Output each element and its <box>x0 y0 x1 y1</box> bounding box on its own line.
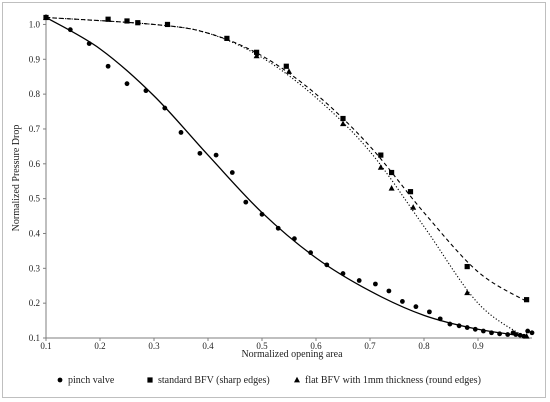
data-point-triangle <box>388 184 395 191</box>
data-point-circle <box>489 330 494 336</box>
data-point-circle <box>447 321 453 327</box>
legend-label: standard BFV (sharp edges) <box>158 375 270 386</box>
data-point-circle <box>292 236 297 242</box>
data-point-square <box>124 18 130 24</box>
data-point-circle <box>400 299 405 304</box>
data-point-triangle <box>340 120 346 127</box>
y-tick-label: 0.3 <box>29 263 41 273</box>
y-tick-labels: 0.1 0.2 0.3 0.4 0.5 0.6 0.7 0.8 0.9 1.0 <box>29 19 46 343</box>
y-tick-label: 0.8 <box>29 89 41 99</box>
data-point-circle <box>427 309 432 315</box>
trend-line-triangle <box>45 16 527 339</box>
data-point-square <box>254 49 260 55</box>
x-tick-label: 0.2 <box>94 341 105 351</box>
data-point-triangle <box>43 14 49 20</box>
y-tick-label: 0.6 <box>29 159 41 169</box>
y-tick-label: 1.0 <box>29 19 41 29</box>
data-point-triangle <box>464 289 471 296</box>
x-tick-label: 0.6 <box>310 341 322 351</box>
legend-marker-triangle <box>294 376 300 383</box>
data-point-square <box>378 152 384 158</box>
data-point-circle <box>86 41 92 47</box>
data-point-circle <box>497 331 502 337</box>
data-point-circle <box>529 330 535 336</box>
data-point-circle <box>308 250 313 256</box>
y-tick-label: 0.9 <box>29 54 41 64</box>
data-point-circle <box>275 225 281 231</box>
x-tick-label: 0.7 <box>364 341 376 351</box>
data-point-square <box>407 189 414 195</box>
data-point-circle <box>456 323 462 329</box>
trend-line-square <box>45 16 527 302</box>
data-point-square <box>164 21 171 28</box>
legend-label: pinch valve <box>68 375 115 386</box>
legend-label: flat BFV with 1mm thickness (round edges… <box>305 375 481 386</box>
data-point-circle <box>517 332 523 338</box>
y-tick-label: 0.4 <box>29 228 41 238</box>
y-tick-label: 0.5 <box>29 194 41 204</box>
data-point-square <box>135 20 141 26</box>
data-point-square <box>283 63 289 69</box>
x-tick-label: 0.9 <box>472 341 484 351</box>
data-point-circle <box>437 316 443 322</box>
x-tick-label: 0.5 <box>256 341 268 351</box>
data-markers <box>43 14 535 339</box>
data-point-triangle <box>253 52 260 59</box>
x-tick-label: 0.3 <box>148 341 160 351</box>
x-axis-title: Normalized opening area <box>241 349 343 360</box>
data-point-circle <box>481 328 486 334</box>
x-tick-label: 0.1 <box>40 341 51 351</box>
legend-marker-circle <box>57 377 63 383</box>
data-point-circle <box>143 88 149 94</box>
x-tick-label: 0.4 <box>202 341 214 351</box>
data-point-circle <box>243 199 249 205</box>
data-point-circle <box>525 328 531 334</box>
x-tick-labels: 0.1 0.2 0.3 0.4 0.5 0.6 0.7 0.8 0.9 <box>40 338 484 351</box>
data-point-square <box>389 169 395 176</box>
data-point-circle <box>259 211 265 217</box>
data-point-triangle <box>377 164 384 170</box>
data-point-circle <box>413 304 419 310</box>
data-point-circle <box>373 281 378 287</box>
data-point-square <box>464 263 470 270</box>
data-point-triangle <box>410 204 417 210</box>
data-point-circle <box>356 278 362 283</box>
data-point-circle <box>386 288 392 294</box>
data-point-square <box>524 297 530 303</box>
data-point-circle <box>324 262 330 268</box>
data-point-circle <box>124 81 130 87</box>
data-point-circle <box>340 271 346 276</box>
y-tick-label: 0.2 <box>29 298 40 308</box>
data-point-circle <box>505 332 511 337</box>
y-tick-label: 0.7 <box>29 124 41 134</box>
data-point-circle <box>162 105 168 111</box>
data-point-circle <box>197 150 203 156</box>
y-axis-title: Normalized Pressure Drop <box>11 125 22 232</box>
legend: pinch valve standard BFV (sharp edges) fla… <box>57 375 481 386</box>
axes <box>45 14 532 339</box>
data-point-circle <box>105 63 111 69</box>
legend-marker-square <box>147 377 153 383</box>
data-point-circle <box>510 330 516 336</box>
chart-frame <box>2 2 546 398</box>
data-point-circle <box>178 130 184 135</box>
data-point-circle <box>464 325 470 330</box>
x-tick-label: 0.8 <box>418 341 430 351</box>
data-point-square <box>340 115 346 122</box>
data-point-triangle <box>523 333 530 339</box>
data-point-circle <box>67 27 73 33</box>
y-tick-label: 0.1 <box>29 333 40 343</box>
data-point-circle <box>472 326 478 332</box>
data-point-circle <box>213 152 219 158</box>
data-point-triangle <box>286 68 292 74</box>
data-point-square <box>224 35 230 41</box>
data-point-square <box>105 16 111 22</box>
data-point-circle <box>229 170 235 175</box>
